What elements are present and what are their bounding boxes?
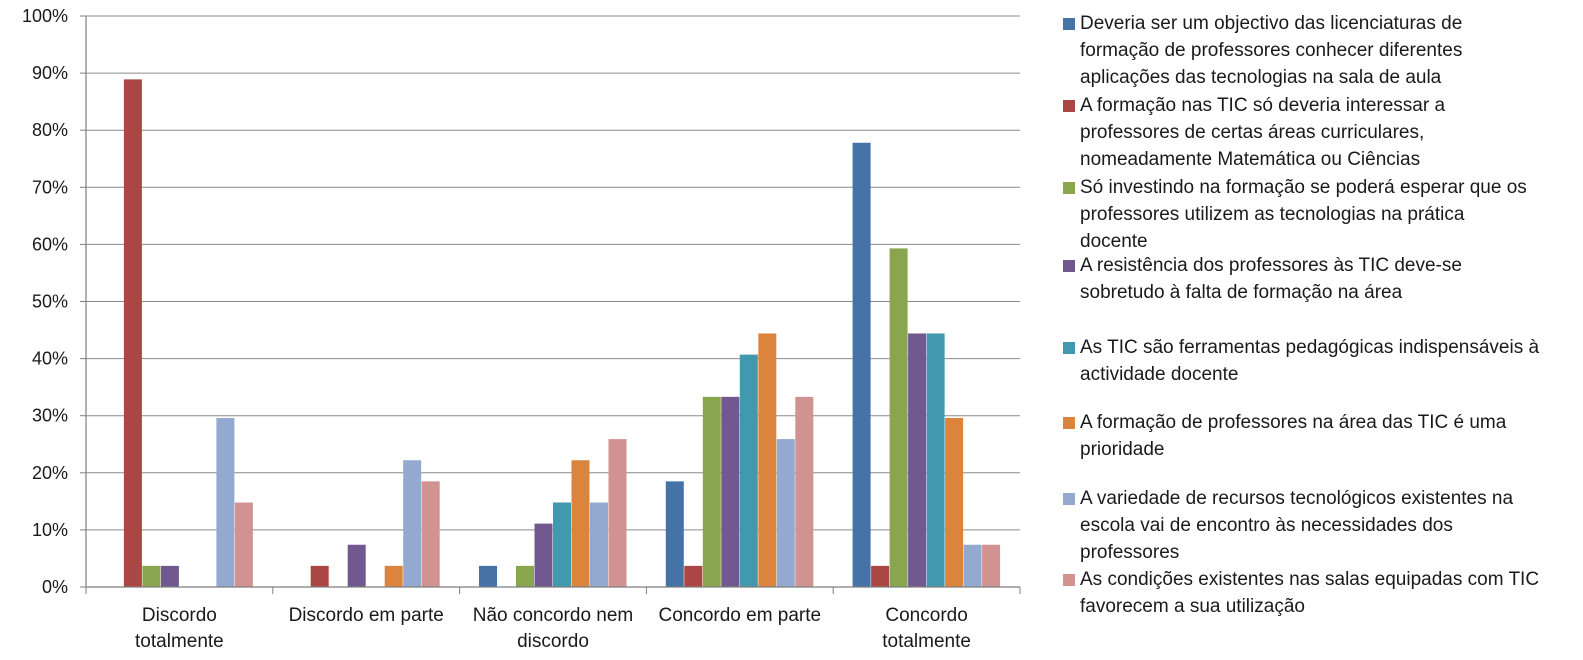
bar xyxy=(347,544,366,587)
bar xyxy=(665,481,684,587)
legend-label-line: Deveria ser um objectivo das licenciatur… xyxy=(1080,13,1463,34)
y-axis-tick-labels: 0% 10% 20% 30% 40% 50% 60% 70% 80% 90% 100% xyxy=(22,6,68,597)
bar xyxy=(421,481,440,587)
bar xyxy=(721,396,740,587)
bars xyxy=(123,79,1001,588)
axes xyxy=(80,15,1021,594)
bar xyxy=(908,333,927,587)
legend-label-line: As TIC são ferramentas pedagógicas indis… xyxy=(1080,337,1540,358)
legend-label-line: A formação de professores na área das TI… xyxy=(1080,412,1507,433)
legend-swatch xyxy=(1063,574,1075,586)
y-tick-label: 0% xyxy=(42,577,68,597)
legend-label-line: professores de certas áreas curriculares… xyxy=(1080,122,1425,143)
legend-label-line: professores utilizem as tecnologias na p… xyxy=(1080,204,1465,225)
bar xyxy=(795,396,814,587)
legend-label: As TIC são ferramentas pedagógicas indis… xyxy=(1080,334,1575,388)
legend-label-line: favorecem a sua utilização xyxy=(1080,596,1305,617)
bar xyxy=(852,142,871,587)
bar xyxy=(384,565,403,587)
legend-label-line: professores xyxy=(1080,542,1180,563)
x-category-label: Concordo em parte xyxy=(658,605,821,626)
legend-label-line: Só investindo na formação se poderá espe… xyxy=(1080,177,1527,198)
bar xyxy=(516,565,534,587)
legend-swatch xyxy=(1063,342,1075,354)
bar-chart: 0% 10% 20% 30% 40% 50% 60% 70% 80% 90% 100% Discor… xyxy=(22,6,1021,652)
y-tick-label: 100% xyxy=(22,6,68,26)
legend-label-line: aplicações das tecnologias na sala de au… xyxy=(1080,67,1442,88)
y-tick-label: 80% xyxy=(32,120,68,140)
legend-label: Deveria ser um objectivo das licenciatur… xyxy=(1080,10,1575,91)
y-tick-label: 70% xyxy=(32,177,68,197)
legend-label-line: escola vai de encontro às necessidades d… xyxy=(1080,515,1453,536)
y-tick-label: 10% xyxy=(32,520,68,540)
bar xyxy=(123,79,142,588)
x-category-label: Discordo em parte xyxy=(289,605,444,626)
bar xyxy=(590,502,608,587)
legend-swatch xyxy=(1063,493,1075,505)
bar xyxy=(553,502,571,587)
bar xyxy=(142,565,161,587)
legend-swatch xyxy=(1063,260,1075,272)
legend-label: A variedade de recursos tecnológicos exi… xyxy=(1080,485,1575,566)
bar xyxy=(702,396,721,587)
legend-swatch xyxy=(1063,18,1075,30)
y-tick-label: 90% xyxy=(32,63,68,83)
bar xyxy=(160,565,179,587)
bar xyxy=(571,460,590,587)
legend-swatch xyxy=(1063,417,1075,429)
bar xyxy=(945,417,964,587)
x-category-label: Não concordo nem discordo xyxy=(473,605,634,652)
legend-label: A formação nas TIC só deveria interessar… xyxy=(1080,92,1575,173)
bar xyxy=(479,565,497,587)
bar xyxy=(982,544,1001,587)
y-tick-label: 30% xyxy=(32,406,68,426)
bar xyxy=(403,460,422,587)
legend-label-line: sobretudo à falta de formação na área xyxy=(1080,282,1403,303)
bar xyxy=(963,544,982,587)
bar xyxy=(889,248,908,587)
bar xyxy=(608,439,627,587)
legend-label-line: actividade docente xyxy=(1080,364,1239,385)
bar xyxy=(216,417,235,587)
bar xyxy=(739,354,758,587)
legend-label: A resistência dos professores às TIC dev… xyxy=(1080,252,1575,306)
legend-label-line: prioridade xyxy=(1080,439,1165,460)
x-category-label: Discordo totalmente xyxy=(135,605,224,652)
y-tick-label: 50% xyxy=(32,292,68,312)
legend-label-line: A formação nas TIC só deveria interessar… xyxy=(1080,95,1446,116)
y-tick-label: 20% xyxy=(32,463,68,483)
bar xyxy=(776,439,795,587)
legend-swatch xyxy=(1063,100,1075,112)
y-tick-label: 60% xyxy=(32,234,68,254)
legend-label-line: formação de professores conhecer diferen… xyxy=(1080,40,1463,61)
legend-label-line: docente xyxy=(1080,231,1148,252)
legend-label-line: nomeadamente Matemática ou Ciências xyxy=(1080,149,1421,170)
bar xyxy=(684,565,703,587)
bar xyxy=(234,502,253,587)
legend-label-line: A variedade de recursos tecnológicos exi… xyxy=(1080,488,1514,509)
bar xyxy=(926,333,945,587)
y-tick-label: 40% xyxy=(32,349,68,369)
bar xyxy=(758,333,777,587)
x-category-label: Concordo totalmente xyxy=(882,605,971,652)
bar xyxy=(871,565,890,587)
x-axis-category-labels: Discordo totalmente Discordo em parte Não c… xyxy=(135,605,971,652)
legend-label: A formação de professores na área das TI… xyxy=(1080,409,1575,463)
gridlines xyxy=(86,15,1020,531)
bar xyxy=(534,523,553,587)
legend-label: As condições existentes nas salas equipa… xyxy=(1080,566,1575,620)
bar xyxy=(310,565,329,587)
legend-label-line: A resistência dos professores às TIC dev… xyxy=(1080,255,1462,276)
legend-swatch xyxy=(1063,182,1075,194)
legend-label-line: As condições existentes nas salas equipa… xyxy=(1080,569,1540,590)
legend-label: Só investindo na formação se poderá espe… xyxy=(1080,174,1575,255)
